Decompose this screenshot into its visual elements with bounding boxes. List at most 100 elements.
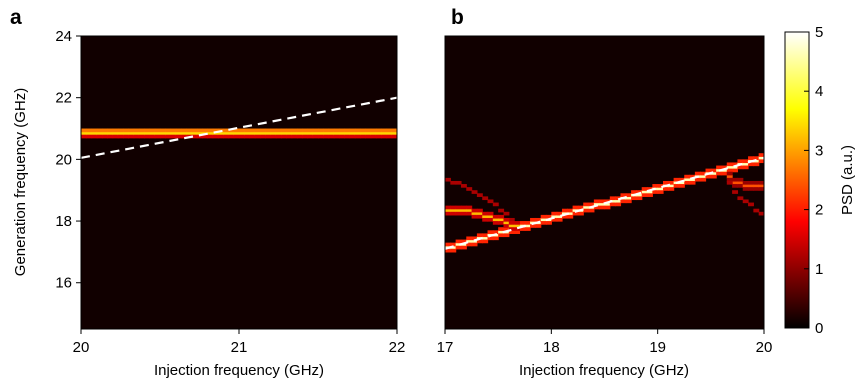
generation-line-cell (296, 131, 303, 136)
side-branch-cell (748, 202, 754, 207)
generation-line-cell (202, 134, 208, 139)
panel-a-xlabel: Injection frequency (GHz) (154, 362, 324, 379)
panel-b-xlabel: Injection frequency (GHz) (519, 362, 689, 379)
locked-branch-cell (647, 193, 653, 197)
locked-branch-cell (492, 230, 499, 234)
side-branch-cell (482, 217, 489, 222)
locked-branch-cell (753, 159, 760, 164)
locked-branch-cell (631, 190, 637, 194)
generation-line-cell (217, 134, 224, 139)
side-branch-cell (487, 217, 494, 222)
locked-branch-cell (726, 165, 733, 170)
generation-line-cell (344, 131, 351, 136)
generation-line-cell (307, 131, 314, 136)
side-branch-cell (498, 214, 505, 219)
generation-line-cell (286, 128, 293, 133)
side-branch-cell (742, 184, 749, 188)
side-branch-cell (492, 214, 499, 219)
x-tick-label: 22 (389, 339, 406, 356)
side-branch-cell (737, 177, 744, 182)
locked-branch-cell (487, 230, 494, 234)
generation-line-cell (165, 128, 172, 133)
locked-branch-cell (492, 236, 499, 241)
locked-branch-cell (732, 168, 739, 173)
generation-line-cell (296, 128, 303, 133)
locked-branch-cell (482, 236, 489, 241)
generation-line-cell (102, 134, 108, 139)
locked-branch-cell (678, 184, 685, 188)
panel-a-letter: a (10, 6, 22, 29)
locked-branch-cell (742, 159, 749, 164)
generation-line-cell (196, 131, 203, 136)
generation-line-cell (333, 134, 340, 139)
locked-branch-cell (450, 242, 457, 247)
side-branch-cell (460, 208, 467, 213)
generation-line-cell (144, 134, 151, 139)
locked-branch-cell (748, 162, 754, 167)
locked-branch-cell (615, 199, 622, 204)
side-branch-cell (476, 214, 483, 219)
generation-line-cell (244, 134, 251, 139)
locked-branch-cell (445, 242, 451, 247)
generation-line-cell (186, 131, 193, 136)
colorbar-gradient (784, 31, 810, 329)
generation-line-cell (117, 128, 124, 133)
locked-branch-cell (678, 177, 685, 182)
locked-branch-cell (498, 227, 505, 231)
generation-line-cell (160, 134, 166, 139)
y-tick-label: 22 (55, 90, 72, 107)
generation-line-cell (112, 134, 119, 139)
generation-line-cell (191, 134, 198, 139)
locked-branch-cell (742, 162, 749, 167)
generation-line-cell (333, 131, 340, 136)
generation-line-cell (370, 128, 377, 133)
side-branch-cell (476, 208, 483, 213)
side-branch-cell (758, 184, 764, 188)
generation-line-cell (149, 131, 156, 136)
locked-branch-cell (620, 199, 627, 204)
side-branch-cell (508, 217, 515, 222)
side-branch-cell (455, 180, 462, 185)
locked-branch-cell (689, 174, 696, 179)
panel-a-ticks: 20 21 22 16 18 20 22 24 (55, 28, 405, 356)
panel-a-heatmap-background (81, 36, 397, 329)
generation-line-cell (339, 128, 345, 133)
generation-line-cell (107, 131, 114, 136)
locked-branch-cell (652, 184, 659, 188)
locked-branch-cell (482, 239, 489, 244)
panel-b-ticks: 17 18 19 20 (437, 329, 772, 356)
locked-branch-cell (546, 214, 552, 219)
side-branch-cell (466, 208, 473, 213)
locked-branch-cell (705, 174, 712, 179)
locked-branch-cell (535, 224, 542, 228)
side-branch-cell (471, 190, 478, 194)
generation-line-cell (170, 128, 177, 133)
side-branch-cell (514, 227, 521, 231)
colorbar-tick-label: 5 (815, 24, 823, 41)
locked-branch-cell (567, 214, 574, 219)
locked-branch-cell (487, 236, 494, 241)
locked-branch-cell (577, 211, 584, 216)
generation-line-cell (91, 131, 98, 136)
locked-branch-cell (604, 199, 611, 204)
generation-line-cell (96, 128, 103, 133)
locked-branch-cell (673, 184, 680, 188)
y-tick-label: 16 (55, 275, 72, 292)
locked-branch-cell (620, 193, 627, 197)
locked-branch-cell (567, 208, 574, 213)
locked-branch-cell (551, 211, 558, 216)
side-branch-cell (748, 187, 754, 191)
generation-line-cell (349, 128, 356, 133)
side-branch-cell (460, 211, 467, 216)
generation-line-cell (138, 128, 145, 133)
generation-line-cell (207, 134, 214, 139)
generation-line-cell (270, 128, 277, 133)
generation-line-cell (107, 128, 114, 133)
generation-line-cell (175, 131, 182, 136)
locked-branch-cell (556, 211, 563, 216)
generation-line-cell (307, 134, 314, 139)
side-branch-cell (758, 211, 764, 216)
locked-branch-cell (689, 177, 696, 182)
side-branch-cell (758, 187, 764, 191)
locked-branch-cell (615, 196, 622, 201)
